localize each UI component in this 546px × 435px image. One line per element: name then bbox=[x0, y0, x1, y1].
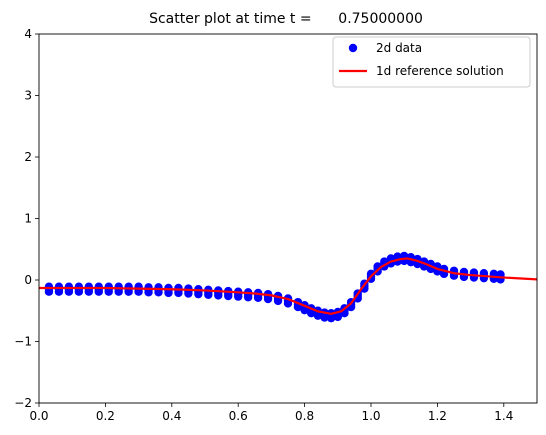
x-tick-label: 0.4 bbox=[162, 409, 181, 423]
x-tick-label: 0.0 bbox=[29, 409, 48, 423]
x-tick-label: 1.2 bbox=[428, 409, 447, 423]
x-tick-label: 0.6 bbox=[229, 409, 248, 423]
reference-line bbox=[39, 257, 537, 315]
axes: 0.0 0.2 0.4 0.6 0.8 1.0 1.2 1.4 −2 −1 0 1 2 3 4 bbox=[14, 27, 538, 423]
scatter-point bbox=[84, 282, 94, 291]
scatter-point bbox=[154, 283, 163, 292]
chart-title: Scatter plot at time t = 0.75000000 bbox=[149, 11, 423, 27]
y-tick-label: −1 bbox=[14, 335, 32, 349]
plot-area bbox=[39, 34, 537, 403]
y-tick-label: 4 bbox=[24, 27, 32, 41]
scatter-point bbox=[104, 282, 113, 291]
scatter-point bbox=[44, 282, 54, 291]
data-marks bbox=[39, 251, 537, 323]
scatter-point bbox=[74, 282, 84, 291]
x-tick-label: 0.2 bbox=[96, 409, 115, 423]
legend-marker-scatter bbox=[348, 43, 358, 53]
y-tick-label: 0 bbox=[24, 273, 32, 287]
legend-box bbox=[332, 36, 531, 88]
y-tick-label: 3 bbox=[24, 89, 32, 103]
y-tick-label: 2 bbox=[24, 150, 32, 164]
scatter-point bbox=[64, 282, 74, 291]
legend: 2d data 1d reference solution bbox=[332, 36, 531, 88]
x-tick-label: 0.8 bbox=[295, 409, 314, 423]
scatter-point bbox=[144, 283, 153, 292]
y-tick-label: −2 bbox=[14, 396, 32, 410]
scatter-point bbox=[54, 282, 64, 291]
scatter-point bbox=[164, 283, 173, 293]
legend-label-line: 1d reference solution bbox=[376, 64, 504, 78]
y-tick-label: 1 bbox=[24, 212, 32, 226]
scatter-point bbox=[124, 282, 133, 291]
legend-label-scatter: 2d data bbox=[376, 41, 422, 55]
x-tick-label: 1.4 bbox=[494, 409, 513, 423]
scatter-point bbox=[366, 269, 376, 279]
x-tick-label: 1.0 bbox=[361, 409, 380, 423]
scatter-point bbox=[94, 282, 103, 291]
scatter-point bbox=[184, 284, 193, 293]
scatter-point bbox=[174, 283, 183, 293]
scatter-point bbox=[114, 282, 123, 291]
